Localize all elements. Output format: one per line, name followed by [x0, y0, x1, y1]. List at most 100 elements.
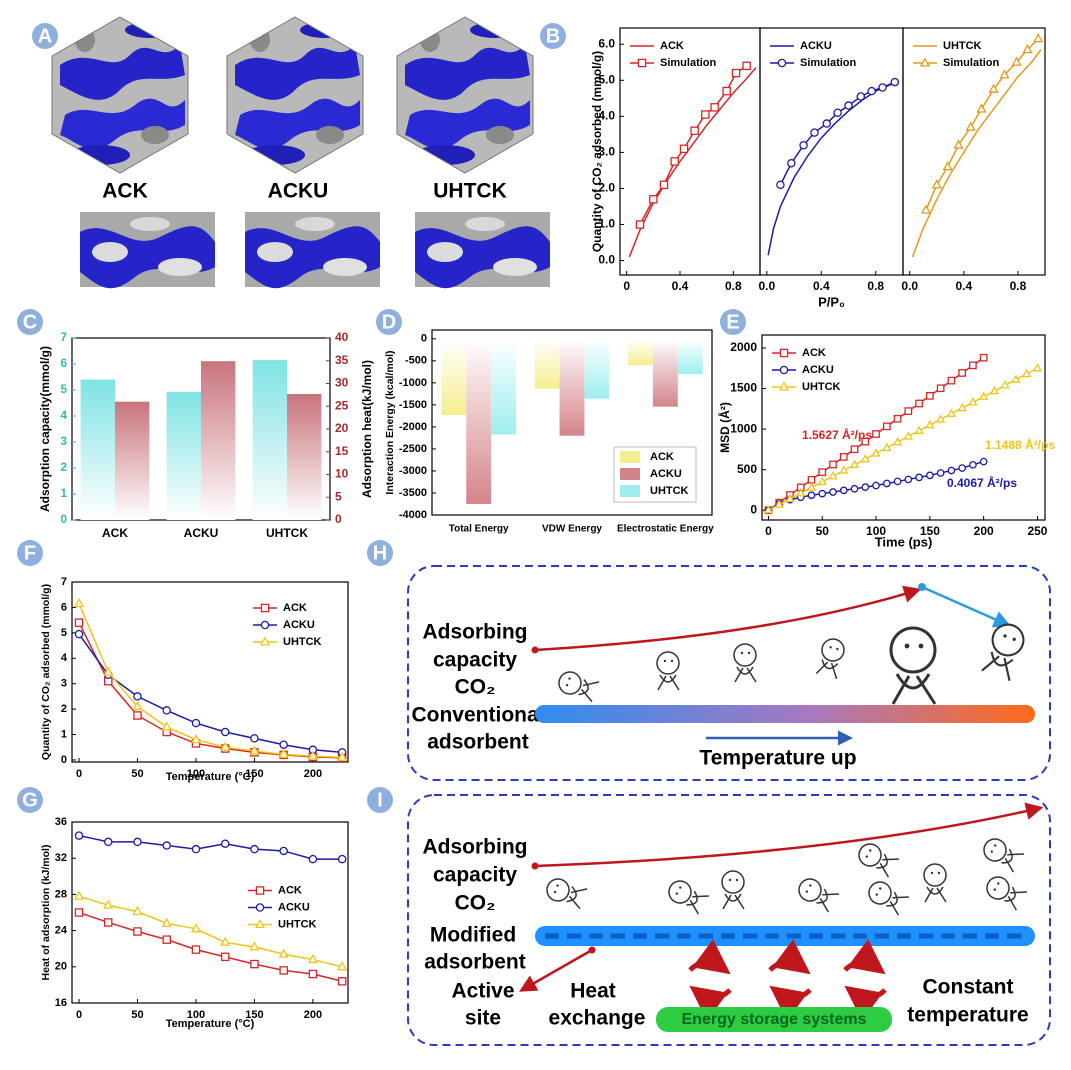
decline-arrow	[921, 585, 1012, 628]
marker	[255, 903, 265, 912]
bar	[201, 361, 236, 520]
y2-tick-label: 15	[335, 444, 349, 458]
plot-frame	[761, 334, 1046, 521]
marker	[191, 718, 201, 728]
marker	[890, 77, 900, 87]
y-tick-label: 0	[421, 333, 427, 345]
marker	[249, 745, 260, 755]
diagram-text: Modified	[430, 924, 516, 947]
marker	[191, 844, 201, 854]
panel-label: G	[22, 789, 38, 811]
marker	[810, 128, 819, 137]
diagram-text: temperature	[907, 1004, 1028, 1027]
y-tick-label: 4	[60, 408, 67, 422]
marker	[965, 121, 976, 131]
bar	[584, 338, 610, 399]
x-tick-label: 0	[623, 279, 630, 293]
panel-label: F	[24, 542, 36, 564]
x-tick-label: UHTCK	[266, 526, 308, 540]
y-tick-label: -1500	[399, 399, 427, 411]
marker	[73, 597, 85, 608]
plot-frame	[71, 821, 349, 1004]
x-tick-label: 100	[187, 1009, 205, 1021]
panel-label: B	[546, 25, 560, 47]
legend-label: UHTCK	[650, 485, 689, 497]
structure-label: UHTCK	[433, 180, 507, 203]
plot-frame	[71, 581, 349, 763]
y-tick-label: 2000	[730, 340, 757, 354]
marker	[279, 846, 288, 856]
marker	[220, 839, 230, 848]
marker	[1011, 374, 1021, 383]
marker	[947, 376, 956, 385]
marker	[220, 741, 231, 751]
marker	[337, 961, 348, 971]
y-tick-label: 24	[55, 925, 68, 937]
annotation: 1.1488 Å²/ps	[985, 437, 1055, 452]
marker	[958, 464, 966, 472]
marker	[190, 923, 202, 933]
legend-label: ACK	[283, 602, 307, 614]
marker	[796, 488, 806, 497]
legend-label: ACKU	[800, 40, 832, 52]
marker	[969, 460, 977, 469]
marker	[250, 959, 259, 969]
marker	[915, 399, 923, 408]
x-tick-label: 50	[131, 1009, 143, 1021]
panel-label: D	[382, 311, 396, 333]
marker	[74, 618, 84, 627]
x-tick-label: 150	[920, 524, 940, 538]
legend-swatch	[620, 451, 640, 463]
capacity-arrow	[534, 585, 922, 652]
marker	[926, 392, 934, 400]
y-axis-label: Heat of adsorption (kJ/mol)	[40, 845, 52, 981]
marker	[839, 486, 848, 495]
marker	[649, 195, 658, 204]
y-axis-label: Interaction Energy (kcal/mol)	[384, 350, 396, 494]
diagram-text: capacity	[433, 649, 517, 672]
legend-label: UHTCK	[283, 636, 322, 648]
y-tick-label: 0.0	[598, 253, 615, 267]
marker	[307, 750, 318, 760]
marker	[903, 431, 913, 440]
marker	[307, 953, 318, 964]
marker	[337, 977, 347, 986]
x-tick-label: 0.8	[725, 279, 742, 293]
marker	[904, 475, 913, 484]
legend-label: UHTCK	[802, 381, 841, 393]
y-tick-label: -2000	[399, 421, 427, 433]
marker	[637, 58, 647, 68]
x-tick-label: 200	[304, 1009, 322, 1021]
y-tick-label: 4.0	[598, 109, 615, 123]
x-tick-label: Total Energy	[449, 524, 509, 535]
marker	[920, 204, 932, 214]
structure-detail	[245, 212, 380, 289]
panel-label: E	[726, 311, 739, 333]
marker	[774, 499, 784, 508]
marker	[260, 603, 270, 613]
marker	[337, 751, 348, 761]
y-tick-label: -500	[405, 355, 427, 367]
marker	[635, 220, 645, 229]
marker	[946, 408, 957, 417]
x-tick-label: 250	[1027, 524, 1047, 538]
x-tick-label: 100	[187, 768, 205, 780]
marker	[936, 384, 945, 393]
x-tick-label: 50	[131, 768, 143, 780]
x-tick-label: 0.8	[867, 279, 884, 293]
y-tick-label: 4	[61, 652, 68, 664]
marker	[979, 353, 988, 362]
marker	[103, 666, 114, 676]
panel-label: C	[23, 311, 37, 333]
x-tick-label: 200	[974, 524, 994, 538]
bar	[115, 401, 150, 520]
figures	[555, 619, 1029, 706]
marker	[882, 442, 892, 451]
y2-tick-label: 30	[335, 376, 349, 390]
x-tick-label: 0.8	[1010, 279, 1027, 293]
marker	[249, 941, 260, 951]
y-axis-label: MSD (Å²)	[717, 402, 732, 453]
y2-tick-label: 10	[335, 467, 349, 481]
